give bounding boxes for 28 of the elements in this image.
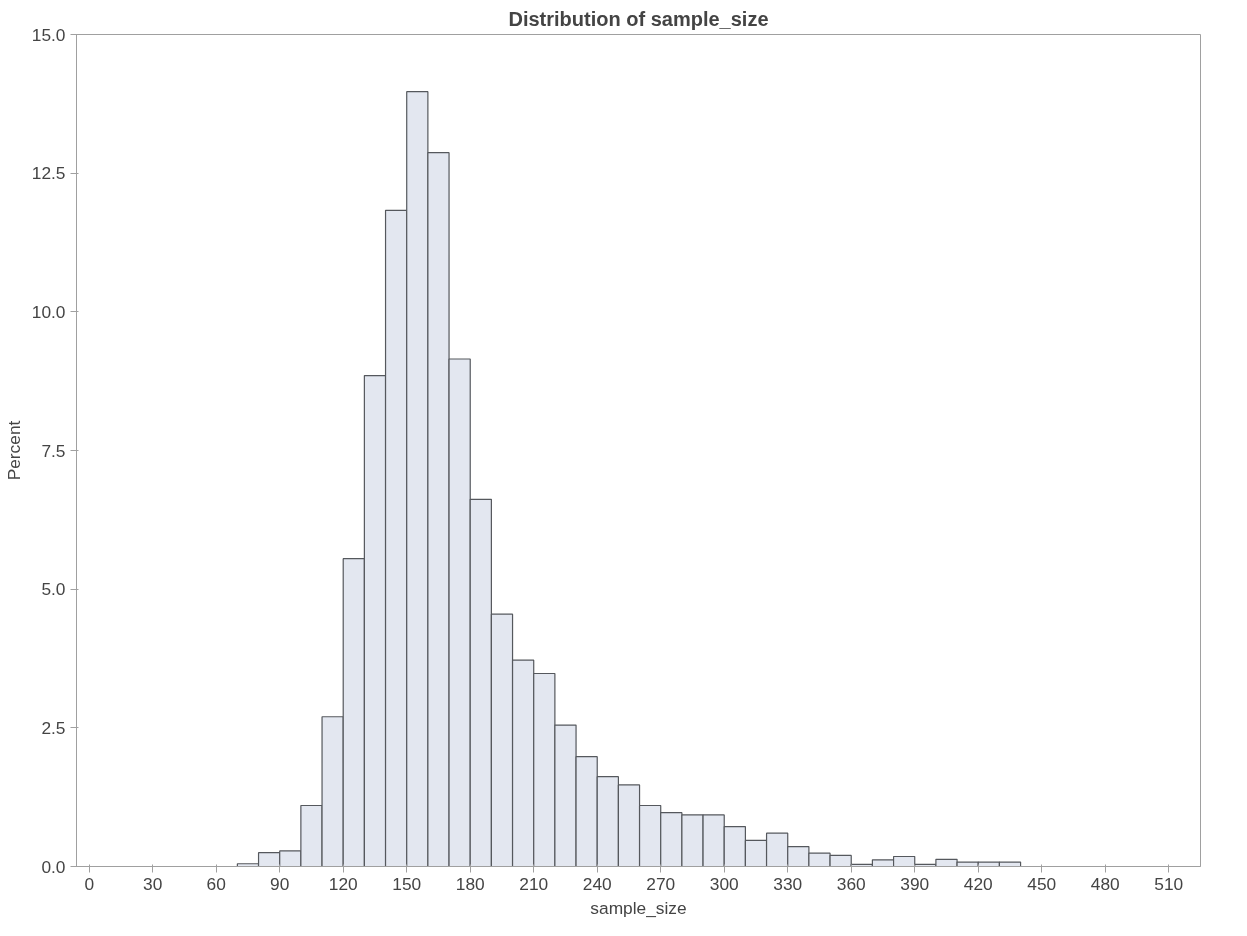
- x-tick-label: 360: [836, 873, 866, 894]
- x-tick-label: 510: [1154, 873, 1184, 894]
- chart-title: Distribution of sample_size: [508, 7, 769, 30]
- x-tick-label: 0: [84, 873, 95, 894]
- x-tick-label: 90: [270, 873, 290, 894]
- x-tick-label: 420: [963, 873, 993, 894]
- x-tick-label: 330: [773, 873, 803, 894]
- y-tick-label: 10.0: [31, 301, 66, 322]
- x-tick-label: 450: [1027, 873, 1057, 894]
- x-tick-label: 150: [392, 873, 422, 894]
- x-tick-label: 270: [646, 873, 676, 894]
- x-tick-label: 120: [328, 873, 358, 894]
- y-tick-label: 15.0: [31, 24, 66, 45]
- x-tick-label: 240: [582, 873, 612, 894]
- y-tick-label: 12.5: [31, 163, 66, 184]
- y-tick-label: 0.0: [41, 856, 66, 877]
- y-tick-label: 7.5: [41, 440, 66, 461]
- x-tick-label: 300: [709, 873, 739, 894]
- y-tick-label: 2.5: [41, 717, 66, 738]
- x-tick-label: 480: [1090, 873, 1120, 894]
- y-axis-title: Percent: [3, 420, 24, 481]
- y-tick-label: 5.0: [41, 579, 66, 600]
- x-tick-label: 180: [455, 873, 485, 894]
- x-tick-label: 30: [143, 873, 163, 894]
- x-tick-label: 210: [519, 873, 549, 894]
- x-axis-title: sample_size: [590, 897, 687, 918]
- x-tick-label: 390: [900, 873, 930, 894]
- x-tick-label: 60: [206, 873, 226, 894]
